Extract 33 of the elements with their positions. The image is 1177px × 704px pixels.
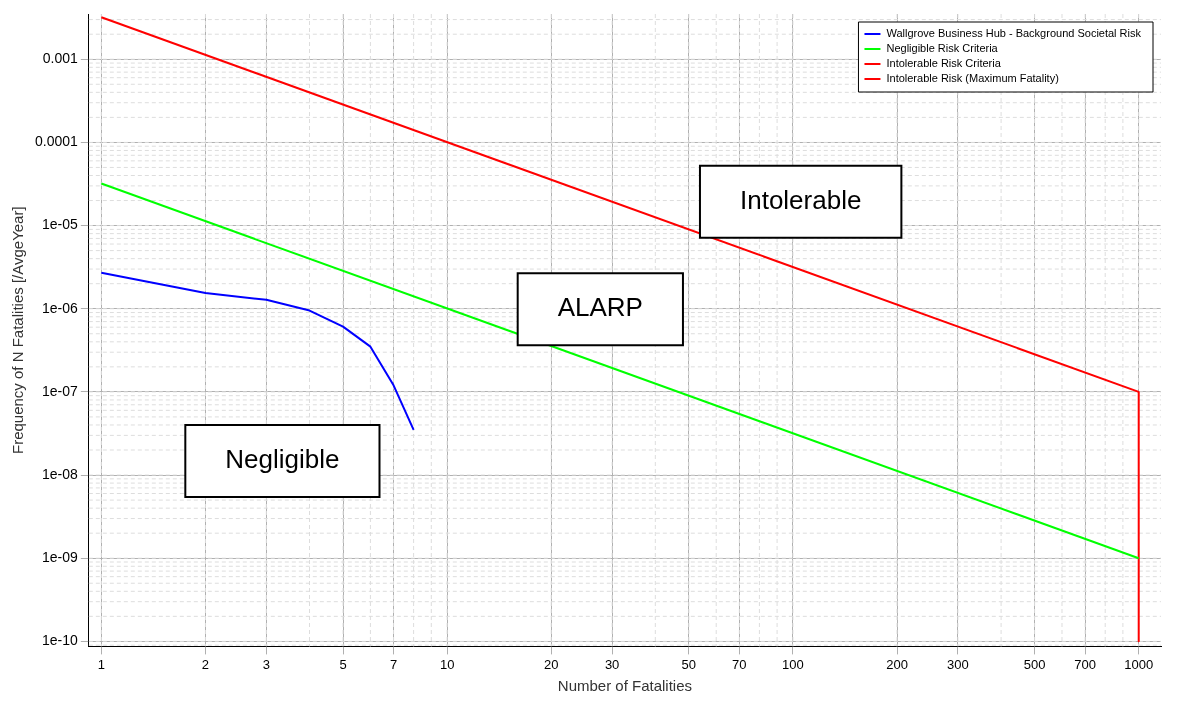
y-axis-title: Frequency of N Fatalities [/AvgeYear] [9, 206, 27, 455]
x-tick-label: 30 [604, 656, 620, 672]
y-tick-label: 1e-07 [42, 382, 79, 399]
y-tick-label: 1e-08 [42, 465, 79, 482]
x-tick-label: 20 [543, 656, 559, 672]
x-tick-label: 200 [886, 656, 908, 672]
legend-label: Negligible Risk Criteria [886, 42, 999, 55]
annotation: Negligible [225, 444, 340, 475]
x-tick-label: 3 [262, 656, 270, 672]
x-tick-label: 50 [681, 656, 697, 672]
x-tick-label: 100 [782, 656, 804, 672]
x-tick-label: 300 [947, 656, 969, 672]
annotation: ALARP [557, 292, 643, 323]
legend-label: Wallgrove Business Hub - Background Societal Risk [886, 27, 1142, 40]
x-tick-label: 500 [1023, 656, 1046, 672]
y-tick-label: 0.001 [42, 50, 79, 67]
y-tick-label: 0.0001 [34, 133, 79, 150]
x-tick-label: 1000 [1124, 656, 1154, 672]
legend-label: Intolerable Risk Criteria [886, 57, 1002, 70]
y-tick-label: 1e-06 [42, 299, 79, 316]
y-tick-label: 1e-09 [42, 549, 79, 566]
x-axis-title: Number of Fatalities [557, 677, 693, 695]
x-tick-label: 70 [732, 656, 747, 672]
x-tick-label: 10 [439, 656, 455, 672]
x-tick-label: 7 [389, 656, 398, 672]
x-tick-label: 5 [339, 656, 347, 672]
legend-label: Intolerable Risk (Maximum Fatality) [886, 72, 1059, 85]
x-tick-label: 1 [97, 656, 105, 672]
y-tick-label: 1e-10 [42, 632, 79, 649]
x-tick-label: 2 [201, 656, 210, 672]
y-tick-label: 1e-05 [42, 216, 79, 233]
annotation: Intolerable [739, 184, 862, 215]
x-tick-label: 700 [1074, 656, 1096, 672]
